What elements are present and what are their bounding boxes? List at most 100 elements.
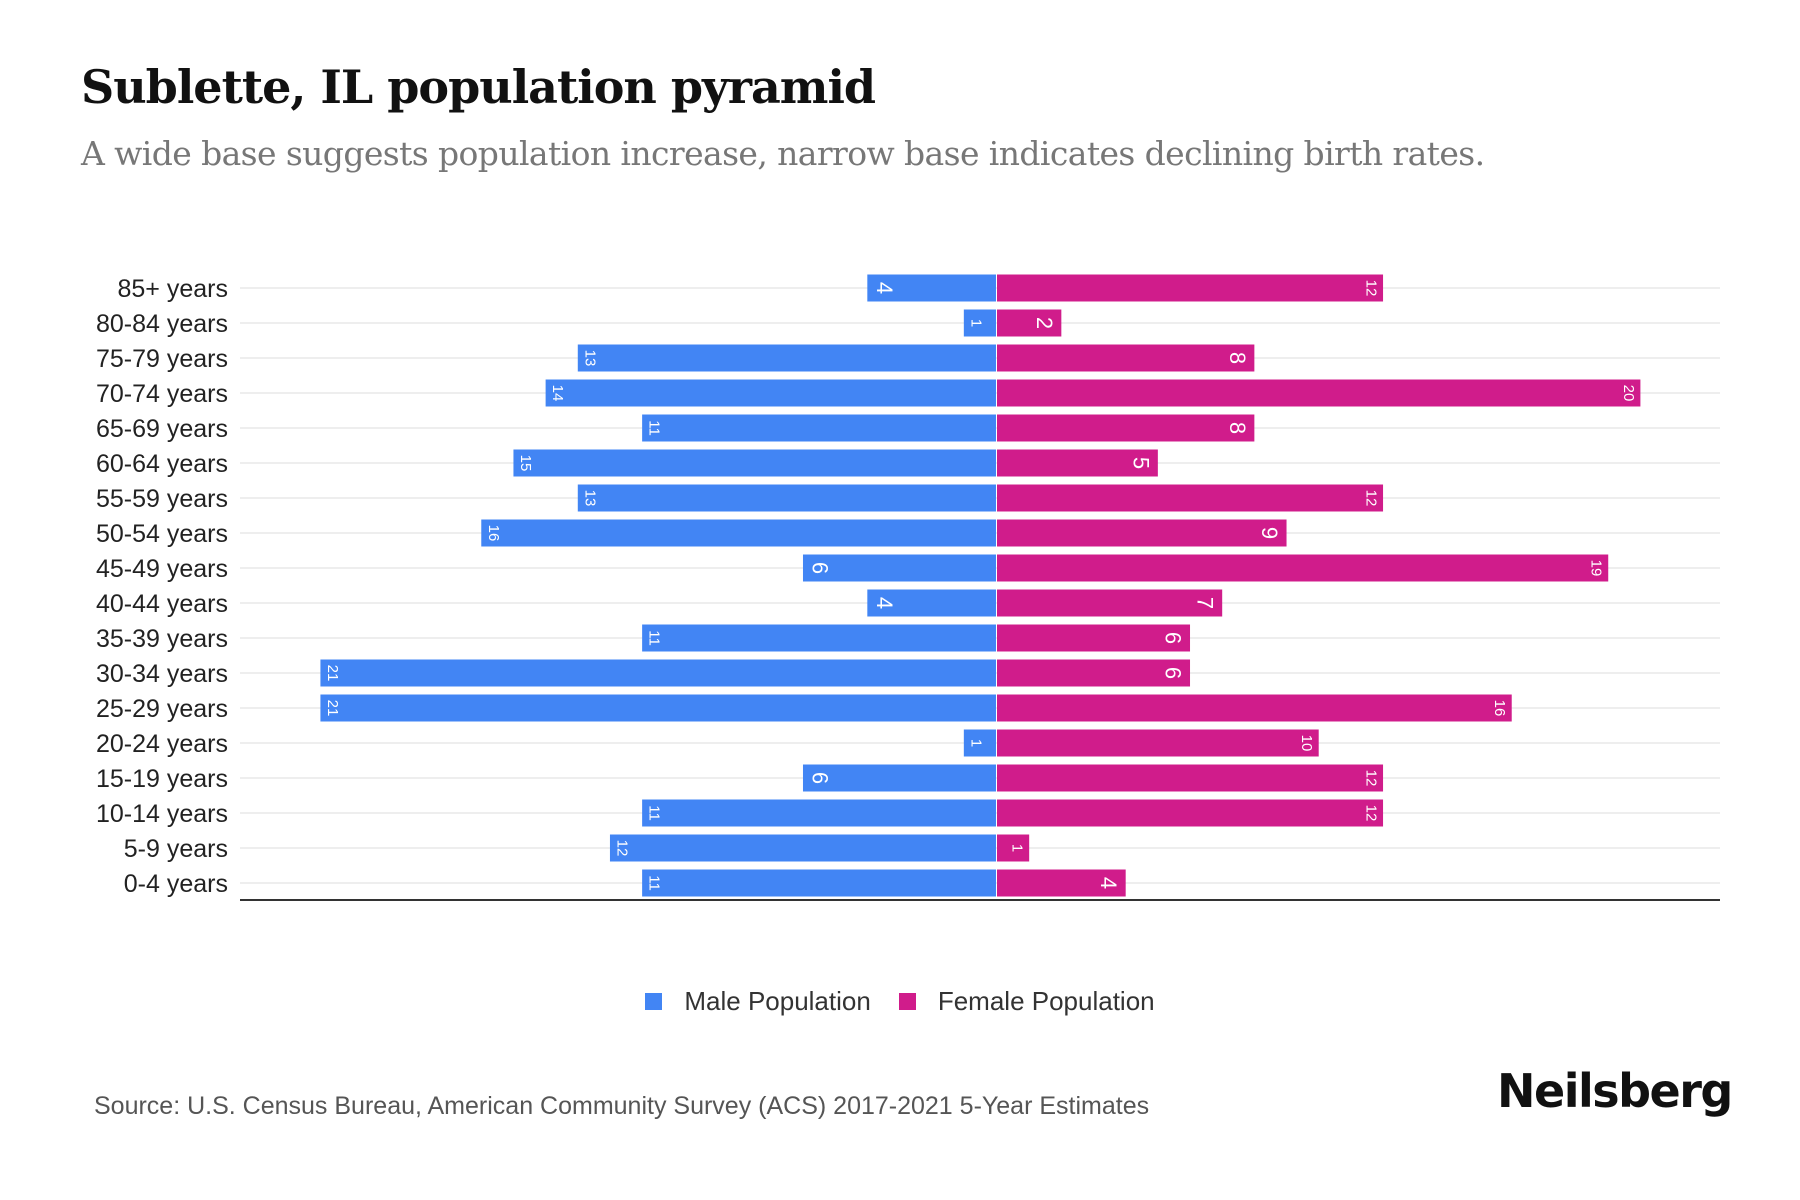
data-label-male: 11 <box>646 805 663 821</box>
data-label-male: 15 <box>517 455 534 472</box>
bar-male <box>609 834 996 862</box>
bar-female <box>997 554 1609 582</box>
bar-male <box>963 729 996 757</box>
bar-female <box>997 519 1287 547</box>
data-label-male: 14 <box>549 385 566 402</box>
data-label-male: 11 <box>646 875 663 891</box>
bar-female <box>997 729 1319 757</box>
bar-female <box>997 449 1158 477</box>
bar-male <box>320 659 996 687</box>
bar-male <box>642 869 996 897</box>
data-label-male: 13 <box>581 350 598 367</box>
population-pyramid-chart: 85+ years 80-84 years 75-79 years 70-74 yea… <box>96 274 1720 901</box>
data-label-male: 21 <box>324 700 341 717</box>
category-label: 45-49 years <box>96 555 228 583</box>
data-label-female: 12 <box>1363 490 1380 507</box>
data-label-male: 1 <box>967 739 984 747</box>
data-label-male: 13 <box>581 490 598 507</box>
category-label: 40-44 years <box>96 590 228 618</box>
data-label-male: 21 <box>324 665 341 682</box>
bar-male <box>513 449 996 477</box>
data-label-male: 6 <box>807 772 832 784</box>
data-label-male: 11 <box>646 630 663 646</box>
legend: Male Population Female Population <box>0 986 1800 1017</box>
legend-swatch-male <box>645 993 663 1010</box>
category-label: 70-74 years <box>96 380 228 408</box>
data-label-female: 6 <box>1161 632 1186 644</box>
category-label: 60-64 years <box>96 450 228 478</box>
bar-female <box>997 309 1062 337</box>
gridlines <box>240 287 1720 884</box>
data-label-male: 4 <box>872 282 897 294</box>
bar-male <box>577 484 996 512</box>
legend-label-male: Male Population <box>684 986 871 1016</box>
bar-male <box>867 274 996 302</box>
bar-female <box>997 484 1384 512</box>
bar-female <box>997 869 1126 897</box>
bar-male <box>320 694 996 722</box>
bar-female <box>997 694 1512 722</box>
data-label-female: 9 <box>1257 527 1282 539</box>
bar-female <box>997 834 1030 862</box>
bar-female <box>997 274 1384 302</box>
category-label: 80-84 years <box>96 310 228 338</box>
data-label-male: 6 <box>807 562 832 574</box>
data-label-female: 2 <box>1032 317 1057 329</box>
data-label-female: 12 <box>1363 280 1380 297</box>
category-label: 85+ years <box>118 275 229 303</box>
category-label: 55-59 years <box>96 485 228 513</box>
bar-male <box>642 799 996 827</box>
category-label: 15-19 years <box>96 765 228 793</box>
data-label-male: 11 <box>646 420 663 436</box>
data-label-female: 19 <box>1588 560 1605 577</box>
data-label-female: 4 <box>1096 877 1121 889</box>
data-label-female: 8 <box>1225 352 1250 364</box>
category-label: 65-69 years <box>96 415 228 443</box>
bar-female <box>997 764 1384 792</box>
category-label: 10-14 years <box>96 800 228 828</box>
data-label-male: 16 <box>485 525 502 542</box>
brand-logo[interactable]: Neilsberg <box>1497 1064 1733 1118</box>
data-label-female: 8 <box>1225 422 1250 434</box>
data-label-female: 16 <box>1491 700 1508 717</box>
bar-male <box>802 764 996 792</box>
data-label-female: 12 <box>1363 805 1380 822</box>
category-label: 35-39 years <box>96 625 228 653</box>
data-label-female: 10 <box>1298 735 1315 752</box>
bar-male <box>802 554 996 582</box>
data-label-female: 5 <box>1128 457 1153 469</box>
data-label-male: 12 <box>613 840 630 857</box>
category-label: 50-54 years <box>96 520 228 548</box>
chart-subtitle: A wide base suggests population increase… <box>81 134 1485 173</box>
legend-item-female[interactable]: Female Population <box>898 986 1155 1017</box>
category-label: 0-4 years <box>124 870 228 898</box>
bar-male <box>481 519 996 547</box>
bar-female <box>997 799 1384 827</box>
source-note: Source: U.S. Census Bureau, American Com… <box>94 1092 1150 1120</box>
bars <box>320 274 1641 897</box>
bar-male <box>545 379 996 407</box>
data-label-female: 7 <box>1193 597 1218 609</box>
data-label-female: 12 <box>1363 770 1380 787</box>
data-label-male: 4 <box>872 597 897 609</box>
legend-label-female: Female Population <box>937 986 1155 1016</box>
bar-female <box>997 659 1191 687</box>
legend-item-male[interactable]: Male Population <box>645 986 871 1017</box>
bar-female <box>997 379 1641 407</box>
bar-female <box>997 624 1191 652</box>
category-label: 5-9 years <box>124 835 228 863</box>
bar-male <box>867 589 996 617</box>
chart-title: Sublette, IL population pyramid <box>81 60 876 114</box>
legend-swatch-female <box>898 993 916 1010</box>
bar-male <box>642 414 996 442</box>
data-label-female: 6 <box>1161 667 1186 679</box>
bar-male <box>963 309 996 337</box>
bar-female <box>997 344 1255 372</box>
category-label: 75-79 years <box>96 345 228 373</box>
bar-male <box>642 624 996 652</box>
category-label: 20-24 years <box>96 730 228 758</box>
category-label: 30-34 years <box>96 660 228 688</box>
data-label-female: 1 <box>1009 844 1026 852</box>
category-label: 25-29 years <box>96 695 228 723</box>
